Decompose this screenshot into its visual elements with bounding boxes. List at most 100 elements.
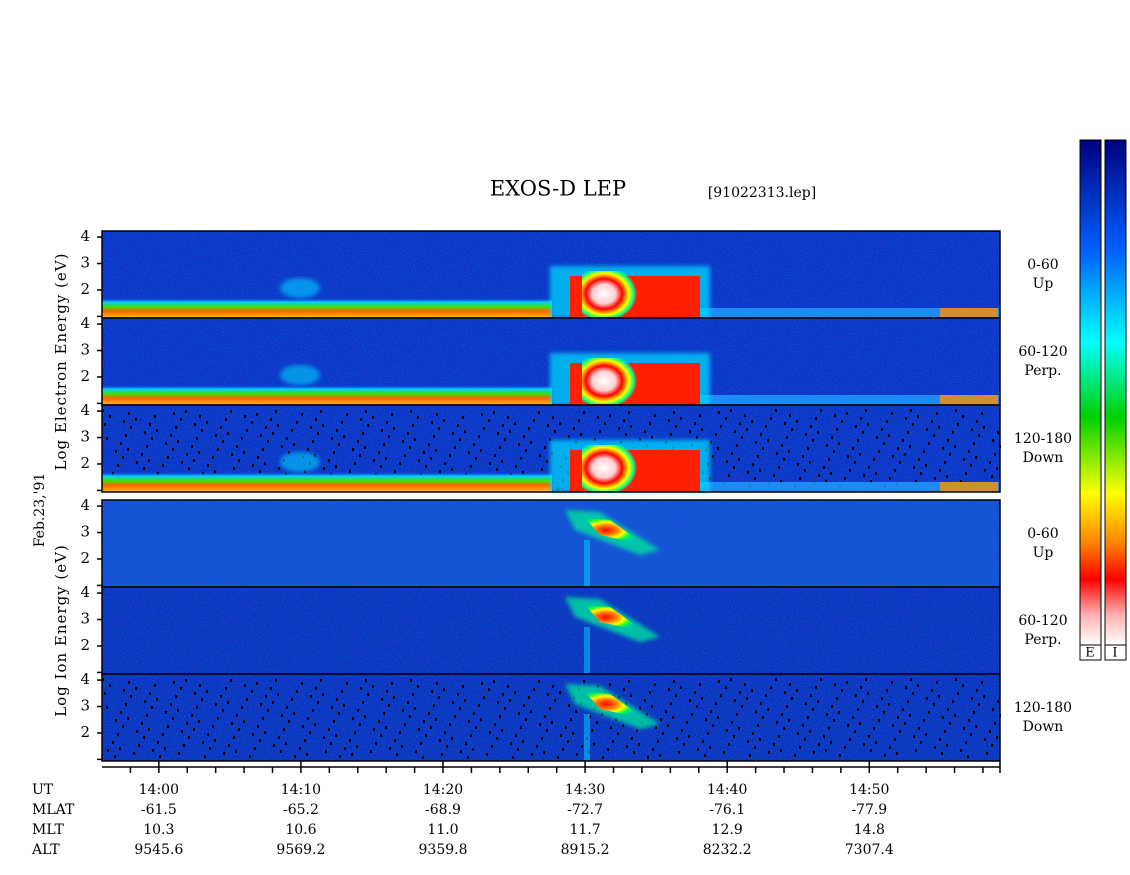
spectrogram-speck — [936, 681, 938, 684]
spectrogram-speck — [810, 694, 812, 697]
spectrogram-speck — [747, 471, 749, 474]
spectrogram-speck — [433, 704, 435, 707]
spectrogram-speck — [741, 705, 743, 708]
spectrogram-speck — [141, 722, 143, 725]
spectrogram-speck — [262, 448, 264, 451]
spectrogram-speck — [299, 747, 301, 750]
spectrogram-speck — [454, 446, 456, 449]
spectrogram-speck — [717, 716, 719, 719]
spectrogram-speck — [591, 729, 593, 732]
spectrogram-speck — [572, 732, 574, 735]
spectrogram-speck — [751, 420, 753, 423]
spectrogram-speck — [944, 730, 946, 733]
spectrogram-speck — [127, 717, 129, 720]
spectrogram-speck — [414, 707, 416, 710]
group-label: Log Ion Energy (eV) — [52, 544, 70, 717]
spectrogram-speck — [489, 731, 491, 734]
spectrogram-speck — [493, 680, 495, 683]
spectrogram-speck — [320, 410, 322, 413]
spectrogram-burst — [280, 278, 320, 298]
spectrogram-speck — [436, 682, 438, 685]
spectrogram-speck — [130, 426, 132, 429]
spectrogram-speck — [755, 441, 757, 444]
spectrogram-speck — [844, 477, 846, 480]
spectrogram-speck — [730, 409, 732, 412]
spectrogram-speck — [462, 685, 464, 688]
spectrogram-speck — [451, 737, 453, 740]
spectrogram-speck — [791, 428, 793, 431]
spectrogram-speck — [259, 470, 261, 473]
spectrogram-speck — [333, 720, 335, 723]
spectrogram-burst — [280, 365, 320, 385]
ephemeris-value: -72.7 — [567, 802, 603, 818]
spectrogram-speck — [209, 747, 211, 750]
spectrogram-speck — [367, 693, 369, 696]
spectrogram-speck — [852, 716, 854, 719]
spectrogram-speck — [633, 751, 635, 754]
spectrogram-speck — [867, 692, 869, 695]
panel-label: 60-120 — [1018, 344, 1067, 360]
panel-label: 0-60 — [1027, 257, 1058, 273]
spectrogram-speck — [407, 432, 409, 435]
spectrogram-speck — [876, 436, 878, 439]
spectrogram-speck — [109, 684, 111, 687]
spectrogram-speck — [431, 690, 433, 693]
spectrogram-speck — [968, 450, 970, 453]
spectrogram-speck — [752, 732, 754, 735]
spectrogram-speck — [557, 756, 559, 759]
ephemeris-value: 10.3 — [143, 822, 174, 838]
y-tick-label: 3 — [80, 523, 90, 541]
spectrogram-speck — [889, 477, 891, 480]
chart-subtitle: [91022313.lep] — [708, 185, 816, 201]
spectrogram-speck — [960, 480, 962, 483]
spectrogram-speck — [809, 730, 811, 733]
spectrogram-speck — [654, 683, 656, 686]
spectrogram-speck — [597, 416, 599, 419]
spectrogram-speck — [630, 425, 632, 428]
y-tick-label: 4 — [80, 227, 90, 245]
spectrogram-speck — [206, 421, 208, 424]
spectrogram-speck — [818, 743, 820, 746]
y-tick-label: 4 — [80, 314, 90, 332]
spectrogram-speck — [568, 435, 570, 438]
colorbar-e — [1079, 139, 1102, 646]
spectrogram-speck — [510, 742, 512, 745]
spectrogram-speck — [731, 721, 733, 724]
spectrogram-speck — [156, 429, 158, 432]
spectrogram-speck — [660, 718, 662, 721]
spectrogram-speck — [194, 423, 196, 426]
spectrogram-speck — [502, 693, 504, 696]
spectrogram-speck — [409, 715, 411, 718]
spectrogram-speck — [254, 747, 256, 750]
spectrogram-speck — [781, 444, 783, 447]
spectrogram-speck — [838, 442, 840, 445]
spectrogram-speck — [520, 457, 522, 460]
spectrogram-speck — [235, 750, 237, 753]
spectrogram-speck — [765, 425, 767, 428]
spectrogram-speck — [523, 435, 525, 438]
spectrogram-speck — [939, 469, 941, 472]
spectrogram-speck — [112, 741, 114, 744]
spectrogram-speck — [256, 413, 258, 416]
spectrogram-speck — [601, 713, 603, 716]
spectrogram-speck — [697, 748, 699, 751]
spectrogram-speck — [214, 739, 216, 742]
spectrogram-speck — [904, 453, 906, 456]
spectrogram-speck — [501, 729, 503, 732]
spectrogram-speck — [659, 754, 661, 757]
spectrogram-speck — [252, 733, 254, 736]
spectrogram-speck — [967, 755, 969, 758]
spectrogram-speck — [981, 681, 983, 684]
spectrogram-speck — [310, 426, 312, 429]
spectrogram-speck — [618, 696, 620, 699]
spectrogram-speck — [749, 754, 751, 757]
spectrogram-speck — [138, 744, 140, 747]
spectrogram-speck — [776, 452, 778, 455]
spectrogram-speck — [952, 700, 954, 703]
spectrogram-speck — [873, 727, 875, 730]
panel-frame — [101, 673, 1001, 762]
spectrogram-speck — [802, 455, 804, 458]
spectrogram-speck — [175, 426, 177, 429]
spectrogram-speck — [291, 698, 293, 701]
spectrogram-speck — [273, 744, 275, 747]
